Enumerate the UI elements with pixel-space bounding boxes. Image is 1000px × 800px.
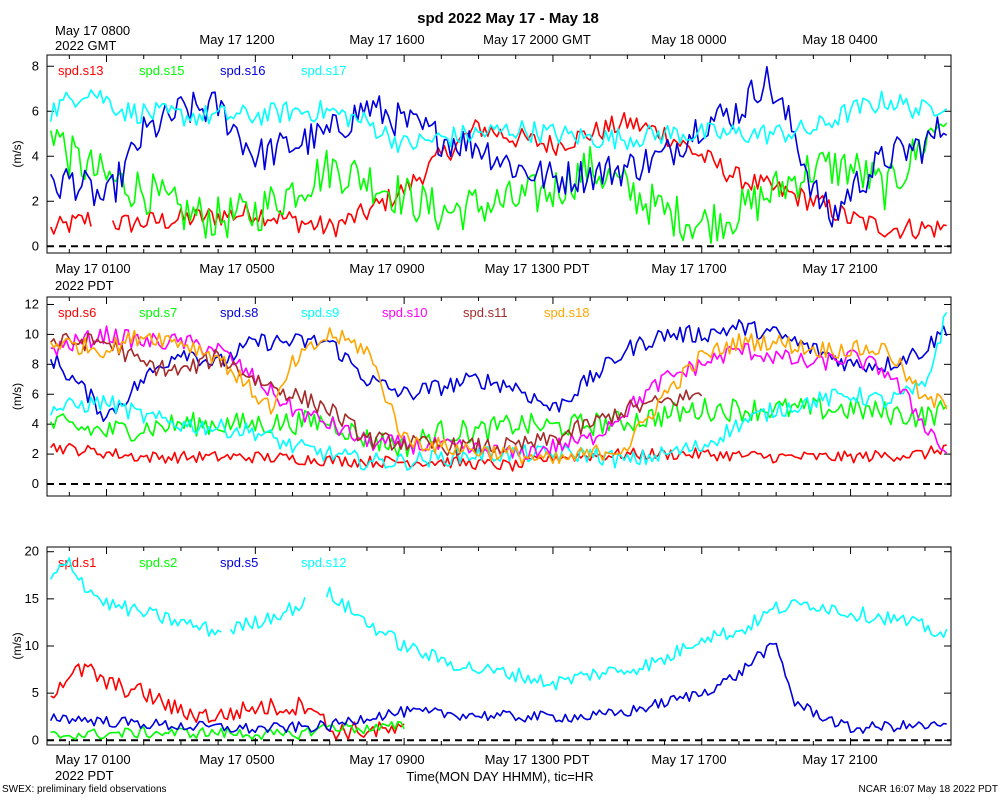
y-tick-label: 4 (32, 416, 39, 431)
legend-spd.s18: spd.s18 (544, 305, 590, 320)
legend-spd.s8: spd.s8 (220, 305, 258, 320)
legend-spd.s11: spd.s11 (463, 305, 508, 320)
legend-spd.s15: spd.s15 (139, 63, 185, 78)
series-line-spd.s5 (49, 642, 947, 734)
series-line-spd.s8 (49, 319, 948, 422)
panel-2: 0 2 4 6 8 10 12 (m/s) spd.s6 spd.s7 spd.s8 spd.s9 sp… (10, 296, 952, 497)
series-line-spd.s7 (49, 397, 948, 458)
y-tick-label: 8 (32, 356, 39, 371)
top-axis-label: May 17 1600 (349, 32, 424, 47)
bottom-axis-label: May 17 0900 (349, 752, 424, 767)
series-line-spd.s6 (50, 442, 947, 472)
panel-frame (46, 296, 952, 497)
top-axis-label: May 17 1200 (199, 32, 274, 47)
legend-spd.s1: spd.s1 (58, 555, 96, 570)
legend-spd.s17: spd.s17 (301, 63, 347, 78)
top-axis-label: May 17 2000 GMT (483, 32, 591, 47)
legend-spd.s16: spd.s16 (220, 63, 266, 78)
y-tick-label: 2 (32, 446, 39, 461)
legend-spd.s2: spd.s2 (139, 555, 177, 570)
legend-spd.s12: spd.s12 (301, 555, 347, 570)
bottom-axis-label: May 17 2100 (802, 752, 877, 767)
panel-frame (46, 54, 952, 254)
bottom-axis-sub-label: 2022 PDT (55, 768, 114, 783)
series-line-spd.s9 (49, 312, 948, 471)
top-axis-start-label: 2022 GMT (55, 38, 116, 53)
legend-spd.s10: spd.s10 (382, 305, 428, 320)
series-line-spd.s12 (49, 557, 948, 691)
series-line-spd.s18 (50, 327, 948, 465)
panel-3: 0 5 10 15 20 (m/s) spd.s1 spd.s2 spd.s5 spd.s12 (10, 544, 952, 747)
x-axis-label: Time(MON DAY HHMM), tic=HR (406, 769, 593, 784)
legend-spd.s7: spd.s7 (139, 305, 177, 320)
bottom-axis-label: May 17 1700 (651, 261, 726, 276)
y-tick-label: 8 (32, 58, 39, 73)
series-line-spd.s1 (50, 663, 405, 741)
top-axis-label: May 18 0000 (651, 32, 726, 47)
bottom-axis-label: May 17 0100 (55, 261, 130, 276)
y-tick-label: 5 (32, 685, 39, 700)
top-axis-label: May 18 0400 (802, 32, 877, 47)
series-line-spd.s13 (49, 112, 947, 240)
y-tick-label: 6 (32, 103, 39, 118)
y-tick-label: 4 (32, 148, 39, 163)
y-tick-label: 0 (32, 476, 39, 491)
y-tick-label: 20 (25, 544, 39, 559)
series-line-spd.s16 (49, 66, 948, 228)
series-line-spd.s15 (49, 122, 948, 244)
bottom-axis-label: May 17 1300 PDT (485, 261, 590, 276)
bottom-axis-sub-label: 2022 PDT (55, 278, 114, 293)
series-line-spd.s11 (50, 332, 703, 457)
y-tick-label: 15 (25, 591, 39, 606)
legend-spd.s5: spd.s5 (220, 555, 258, 570)
bottom-axis-label: May 17 1300 PDT (485, 752, 590, 767)
bottom-axis-label: May 17 1700 (651, 752, 726, 767)
y-tick-label: 0 (32, 732, 39, 747)
figure-title: spd 2022 May 17 - May 18 (417, 10, 599, 27)
y-axis-label: (m/s) (10, 140, 24, 167)
bottom-axis-label: May 17 0500 (199, 752, 274, 767)
legend-spd.s6: spd.s6 (58, 305, 96, 320)
legend-spd.s9: spd.s9 (301, 305, 339, 320)
bottom-axis-label: May 17 2100 (802, 261, 877, 276)
legend-spd.s13: spd.s13 (58, 63, 104, 78)
y-tick-label: 10 (25, 326, 39, 341)
bottom-axis-label: May 17 0500 (199, 261, 274, 276)
y-tick-label: 2 (32, 193, 39, 208)
y-tick-label: 10 (25, 638, 39, 653)
footer-right: NCAR 16:07 May 18 2022 PDT (858, 784, 998, 795)
bottom-axis-label: May 17 0900 (349, 261, 424, 276)
footer-left: SWEX: preliminary field observations (2, 784, 167, 795)
y-axis-label: (m/s) (10, 383, 24, 410)
top-axis-start-label: May 17 0800 (55, 23, 130, 38)
bottom-axis-label: May 17 0100 (55, 752, 130, 767)
y-tick-label: 6 (32, 386, 39, 401)
y-tick-label: 0 (32, 238, 39, 253)
panel-1: 0 2 4 6 8 (m/s) spd.s13 spd.s15 spd.s16 spd.s17 (10, 54, 952, 254)
y-tick-label: 12 (25, 296, 39, 311)
series-line-spd.s17 (49, 89, 948, 154)
y-axis-label: (m/s) (10, 632, 24, 659)
